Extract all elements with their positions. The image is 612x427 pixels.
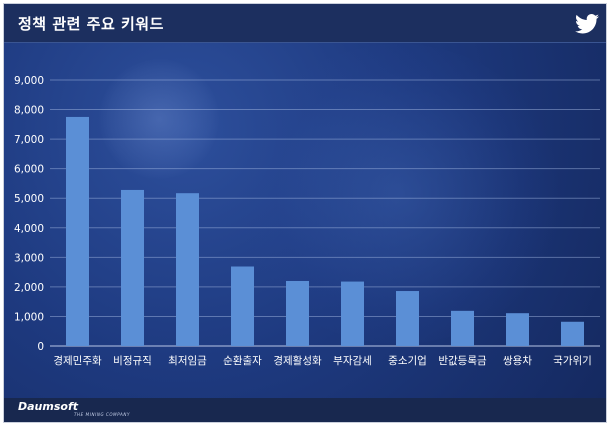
- y-tick-label: 8,000: [14, 105, 44, 117]
- x-category-label: 중소기업: [388, 354, 427, 367]
- bar: [561, 321, 584, 346]
- x-category-label: 비정규직: [113, 355, 152, 367]
- y-tick-label: 6,000: [14, 164, 44, 176]
- chart-frame: 정책 관련 주요 키워드 0 1,000 2,000 3,000 4,000 5,000 6…: [3, 3, 607, 423]
- chart-title: 정책 관련 주요 키워드: [18, 15, 164, 33]
- bar: [341, 281, 364, 346]
- x-category-label: 부자감세: [333, 355, 372, 367]
- twitter-bird-icon: [575, 14, 599, 34]
- bar: [506, 313, 529, 346]
- bar-chart: 0 1,000 2,000 3,000 4,000 5,000 6,000 7,000 8,00…: [14, 75, 600, 367]
- bar: [396, 291, 419, 346]
- bar: [121, 189, 144, 346]
- bar: [451, 310, 474, 346]
- x-category-label: 경제활성화: [273, 354, 322, 367]
- y-tick-label: 9,000: [14, 75, 44, 87]
- chart-footer: Daumsoft THE MINING COMPANY: [4, 398, 606, 422]
- y-tick-label: 7,000: [14, 134, 44, 146]
- bar: [176, 193, 199, 346]
- chart-header: 정책 관련 주요 키워드: [4, 4, 606, 43]
- brand-logo: Daumsoft: [18, 400, 78, 413]
- y-tick-label: 4,000: [14, 223, 44, 235]
- y-tick-label: 0: [37, 341, 44, 353]
- background-glow: [99, 59, 219, 179]
- bar: [286, 280, 309, 346]
- x-category-label: 국가위기: [553, 354, 592, 367]
- y-tick-label: 2,000: [14, 282, 44, 294]
- x-category-label: 경제민주화: [53, 354, 102, 367]
- x-category-label: 최저임금: [168, 354, 207, 367]
- bar: [231, 266, 254, 346]
- y-tick-label: 1,000: [14, 311, 44, 323]
- y-tick-label: 3,000: [14, 252, 44, 264]
- x-category-label: 반값등록금: [438, 355, 487, 367]
- bar: [66, 116, 89, 346]
- y-tick-label: 5,000: [14, 193, 44, 205]
- x-category-label: 순환출자: [223, 355, 262, 367]
- brand-tagline: THE MINING COMPANY: [74, 412, 130, 417]
- x-category-label: 쌍용차: [503, 355, 532, 367]
